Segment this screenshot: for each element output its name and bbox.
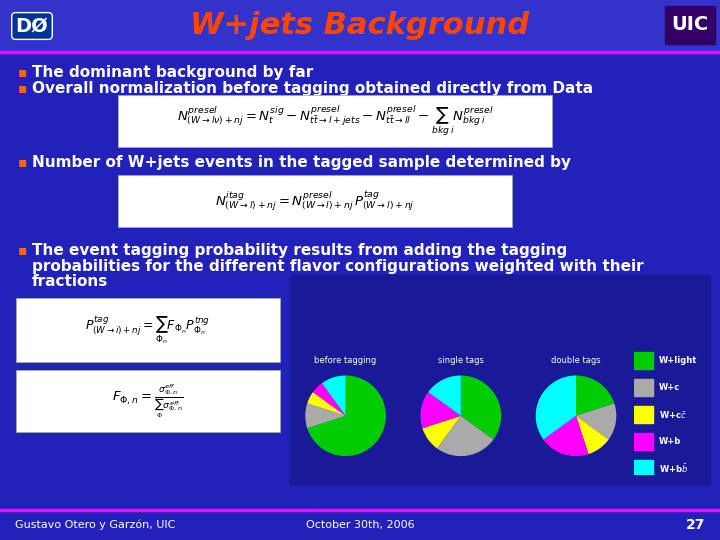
Text: The dominant background by far: The dominant background by far [32,64,313,79]
Bar [634,353,654,368]
Wedge shape [423,416,461,448]
Text: $N^{itag}_{(W\rightarrow l)+nj} = N^{presel}_{(W\rightarrow l)+nj}\,P^{tag}_{(W\: $N^{itag}_{(W\rightarrow l)+nj} = N^{pre… [215,189,415,213]
Wedge shape [313,383,346,416]
FancyBboxPatch shape [16,298,280,362]
Wedge shape [544,416,588,456]
Text: Number of W+jets events in the tagged sample determined by: Number of W+jets events in the tagged sa… [32,154,571,170]
Text: Gustavo Otero y Garzón, UIC: Gustavo Otero y Garzón, UIC [15,519,176,530]
Text: W+jets Background: W+jets Background [190,11,530,40]
Text: W+b: W+b [659,437,681,446]
Text: ▪: ▪ [18,243,27,257]
Text: ▪: ▪ [18,65,27,79]
Title: double tags: double tags [552,356,600,364]
Wedge shape [420,392,461,428]
Bar [634,379,654,395]
FancyBboxPatch shape [118,95,552,147]
Text: DØ: DØ [16,17,48,36]
Text: The event tagging probability results from adding the tagging: The event tagging probability results fr… [32,242,567,258]
Bar [634,433,654,449]
Wedge shape [307,392,346,416]
Text: October 30th, 2006: October 30th, 2006 [306,520,414,530]
Wedge shape [428,375,461,416]
Text: $P^{tag}_{(W\rightarrow i)+nj} = \sum_{\Phi_n} F_{\Phi_n} P^{tng}_{\Phi_n}$: $P^{tag}_{(W\rightarrow i)+nj} = \sum_{\… [86,314,211,346]
Wedge shape [576,403,616,440]
Title: single tags: single tags [438,356,484,364]
Text: W+c$\bar{c}$: W+c$\bar{c}$ [659,409,687,420]
Wedge shape [305,403,346,428]
Wedge shape [536,375,576,440]
Wedge shape [576,416,608,454]
FancyBboxPatch shape [118,175,512,227]
Text: ▪: ▪ [18,81,27,95]
Text: $F_{\Phi,n} = \frac{\sigma^{eff}_{\Phi,n}}{\sum_{\Phi} \sigma^{eff}_{\Phi,n}}$: $F_{\Phi,n} = \frac{\sigma^{eff}_{\Phi,n… [112,382,184,420]
Bar [634,460,654,477]
Bar [290,275,710,485]
Text: ▪: ▪ [18,155,27,169]
Bar [0,0,720,50]
FancyBboxPatch shape [16,370,280,432]
Wedge shape [322,375,346,416]
Wedge shape [576,375,614,416]
Text: UIC: UIC [671,16,708,35]
Text: Overall normalization before tagging obtained directly from Data: Overall normalization before tagging obt… [32,80,593,96]
Text: W+light: W+light [659,356,697,365]
Title: before tagging: before tagging [315,356,377,364]
Text: W+b$\bar{b}$: W+b$\bar{b}$ [659,462,688,475]
Bar [634,406,654,422]
Text: W+c: W+c [659,383,680,392]
Wedge shape [461,375,501,440]
Text: fractions: fractions [32,274,108,289]
Wedge shape [307,375,386,456]
Bar [665,6,715,44]
Wedge shape [437,416,493,456]
Text: 27: 27 [685,518,705,532]
Text: probabilities for the different flavor configurations weighted with their: probabilities for the different flavor c… [32,259,644,273]
Text: $N^{presel}_{(W\rightarrow l\nu)+nj} = N^{sig}_{t} - N^{presel}_{t\bar{t}\righta: $N^{presel}_{(W\rightarrow l\nu)+nj} = N… [176,104,493,138]
